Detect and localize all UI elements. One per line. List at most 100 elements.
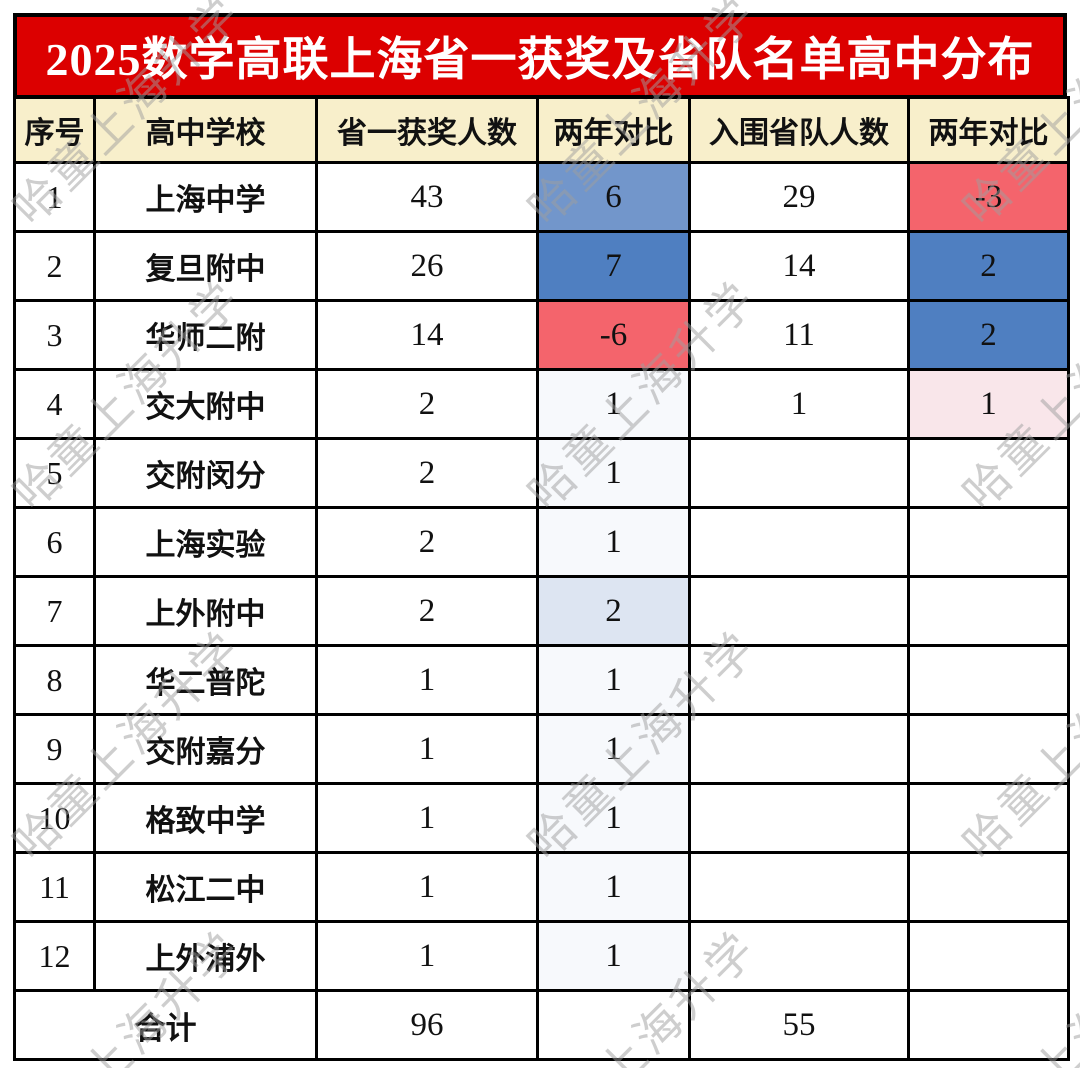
cell-award: 1: [315, 782, 539, 854]
cell-team: [688, 782, 910, 854]
total-label: 合计: [13, 989, 318, 1061]
cell-diff2: [907, 713, 1070, 785]
cell-team: [688, 575, 910, 647]
total-cell-diff2: [907, 989, 1070, 1061]
cell-diff1: -6: [536, 299, 691, 371]
cell-diff1: 1: [536, 437, 691, 509]
cell-school: 上外浦外: [93, 920, 318, 992]
cell-award: 26: [315, 230, 539, 302]
table-body: 1 上海中学 43 6 29 -3 2 复旦附中 26 7 14 2 3 华师二附 14 -6 11 2 4 交大附中…: [13, 161, 1070, 1061]
cell-team: 1: [688, 368, 910, 440]
cell-diff2: [907, 851, 1070, 923]
total-cell-diff1: [536, 989, 691, 1061]
table-row: 2 复旦附中 26 7 14 2: [13, 230, 1070, 302]
cell-diff1: 7: [536, 230, 691, 302]
column-header-5: 两年对比: [907, 96, 1070, 164]
total-row: 合计 96 55: [13, 989, 1070, 1061]
cell-no: 7: [13, 575, 96, 647]
cell-school: 华师二附: [93, 299, 318, 371]
cell-diff2: [907, 644, 1070, 716]
cell-award: 14: [315, 299, 539, 371]
table-row: 7 上外附中 2 2: [13, 575, 1070, 647]
table-row: 11 松江二中 1 1: [13, 851, 1070, 923]
column-header-1: 高中学校: [93, 96, 318, 164]
cell-diff2: 2: [907, 299, 1070, 371]
cell-school: 格致中学: [93, 782, 318, 854]
cell-diff2: [907, 920, 1070, 992]
cell-school: 上海实验: [93, 506, 318, 578]
table-row: 6 上海实验 2 1: [13, 506, 1070, 578]
total-cell-team: 55: [688, 989, 910, 1061]
cell-diff1: 1: [536, 851, 691, 923]
cell-award: 1: [315, 644, 539, 716]
total-cell-award: 96: [315, 989, 539, 1061]
cell-award: 43: [315, 161, 539, 233]
cell-team: [688, 437, 910, 509]
distribution-table: 序号 高中学校 省一获奖人数 两年对比 入围省队人数 两年对比 1 上海中学 43 6 29 -3 2…: [13, 96, 1070, 1061]
cell-no: 5: [13, 437, 96, 509]
cell-no: 4: [13, 368, 96, 440]
cell-school: 上海中学: [93, 161, 318, 233]
cell-school: 华二普陀: [93, 644, 318, 716]
cell-team: [688, 920, 910, 992]
cell-diff1: 1: [536, 713, 691, 785]
table-row: 4 交大附中 2 1 1 1: [13, 368, 1070, 440]
cell-diff2: [907, 575, 1070, 647]
cell-diff1: 2: [536, 575, 691, 647]
cell-school: 复旦附中: [93, 230, 318, 302]
cell-team: [688, 851, 910, 923]
cell-no: 3: [13, 299, 96, 371]
cell-diff2: [907, 782, 1070, 854]
cell-diff2: -3: [907, 161, 1070, 233]
table-row: 8 华二普陀 1 1: [13, 644, 1070, 716]
cell-award: 1: [315, 713, 539, 785]
cell-no: 2: [13, 230, 96, 302]
cell-diff2: [907, 437, 1070, 509]
cell-team: 14: [688, 230, 910, 302]
cell-diff1: 1: [536, 782, 691, 854]
cell-school: 交附闵分: [93, 437, 318, 509]
cell-award: 2: [315, 506, 539, 578]
cell-no: 12: [13, 920, 96, 992]
cell-school: 上外附中: [93, 575, 318, 647]
cell-award: 1: [315, 920, 539, 992]
cell-no: 9: [13, 713, 96, 785]
cell-award: 2: [315, 437, 539, 509]
page-title: 2025数学高联上海省一获奖及省队名单高中分布: [45, 34, 1035, 85]
cell-no: 1: [13, 161, 96, 233]
cell-team: 29: [688, 161, 910, 233]
table-row: 9 交附嘉分 1 1: [13, 713, 1070, 785]
cell-no: 10: [13, 782, 96, 854]
cell-diff1: 1: [536, 644, 691, 716]
cell-school: 交大附中: [93, 368, 318, 440]
cell-team: [688, 506, 910, 578]
column-header-0: 序号: [13, 96, 96, 164]
cell-award: 2: [315, 575, 539, 647]
cell-no: 6: [13, 506, 96, 578]
cell-diff2: 1: [907, 368, 1070, 440]
cell-no: 8: [13, 644, 96, 716]
table-row: 1 上海中学 43 6 29 -3: [13, 161, 1070, 233]
cell-diff2: 2: [907, 230, 1070, 302]
cell-school: 松江二中: [93, 851, 318, 923]
column-header-3: 两年对比: [536, 96, 691, 164]
header-row: 序号 高中学校 省一获奖人数 两年对比 入围省队人数 两年对比: [13, 96, 1070, 164]
cell-diff2: [907, 506, 1070, 578]
cell-diff1: 1: [536, 506, 691, 578]
cell-award: 1: [315, 851, 539, 923]
column-header-2: 省一获奖人数: [315, 96, 539, 164]
cell-school: 交附嘉分: [93, 713, 318, 785]
cell-diff1: 1: [536, 920, 691, 992]
cell-team: 11: [688, 299, 910, 371]
cell-diff1: 6: [536, 161, 691, 233]
cell-no: 11: [13, 851, 96, 923]
table-row: 3 华师二附 14 -6 11 2: [13, 299, 1070, 371]
column-header-4: 入围省队人数: [688, 96, 910, 164]
title-banner: 2025数学高联上海省一获奖及省队名单高中分布: [13, 13, 1067, 99]
table-row: 5 交附闵分 2 1: [13, 437, 1070, 509]
cell-award: 2: [315, 368, 539, 440]
table-row: 12 上外浦外 1 1: [13, 920, 1070, 992]
cell-team: [688, 644, 910, 716]
cell-team: [688, 713, 910, 785]
